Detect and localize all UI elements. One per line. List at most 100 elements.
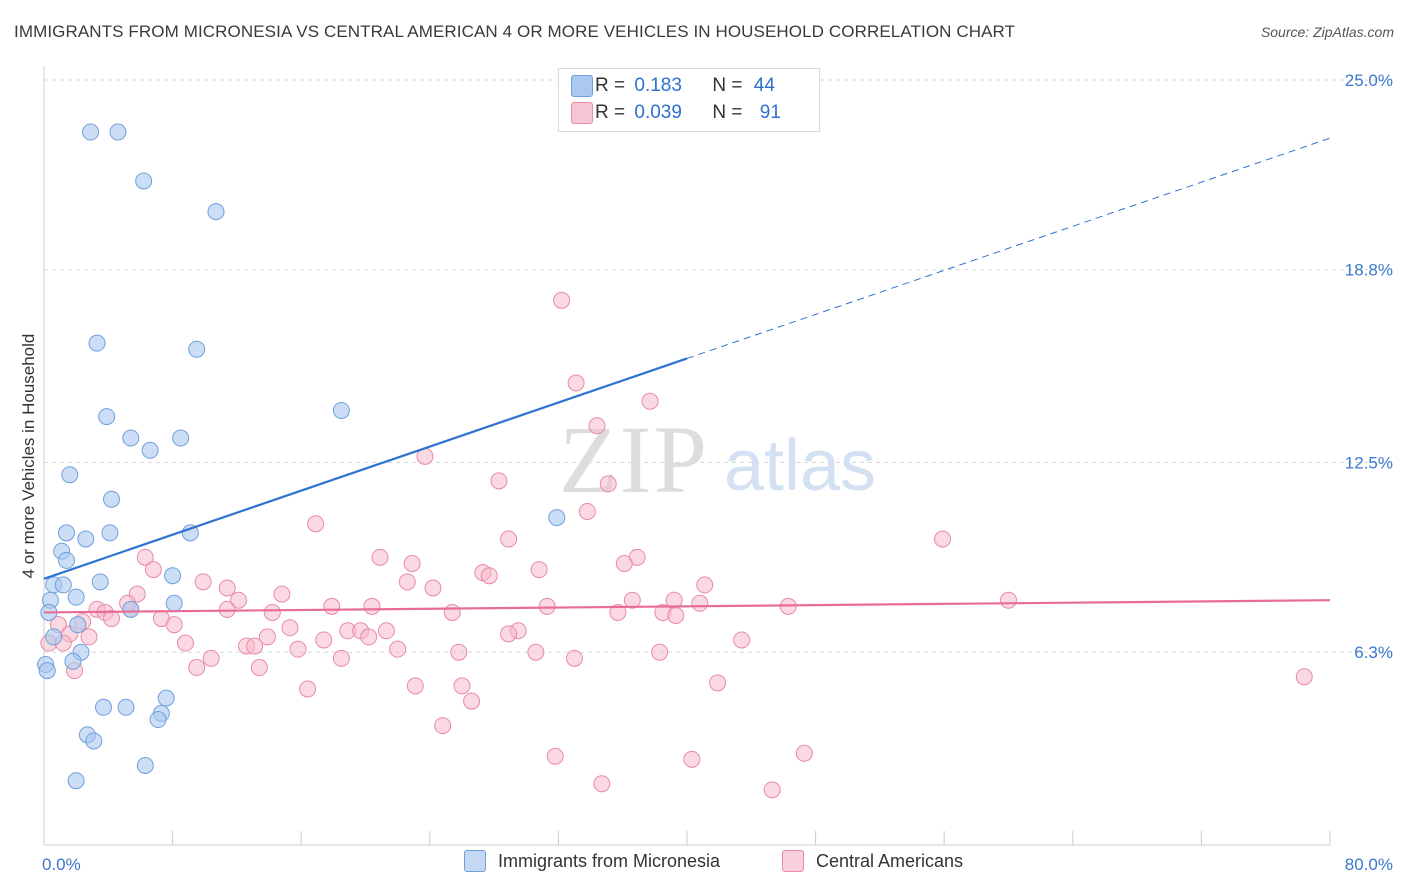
legend-item-central-americans: Central Americans [782,850,963,872]
central-americans-point [332,649,350,667]
legend-label-micronesia: Immigrants from Micronesia [498,850,721,871]
micronesia-point [88,334,106,352]
legend-swatch-pink [571,102,593,124]
series-legend: Immigrants from Micronesia Central Ameri… [0,850,1406,878]
legend-r-label: R = [595,75,631,96]
central-americans-point [623,591,641,609]
central-americans-trend-line [43,599,1331,614]
micronesia-point [58,524,76,542]
central-americans-point [194,573,212,591]
legend-n-value: 91 [759,102,781,123]
correlation-legend: R = 0.183 N = 44 R = 0.039 N = 91 [558,68,820,132]
central-americans-point [651,643,669,661]
central-americans-point [230,591,248,609]
central-americans-point [527,643,545,661]
legend-row-central-americans: R = 0.039 N = 91 [571,100,781,126]
micronesia-point [207,203,225,221]
central-americans-point [398,573,416,591]
y-axis-label: 4 or more Vehicles in Household [19,334,38,579]
micronesia-point [188,340,206,358]
legend-r-value: 0.183 [634,75,682,96]
micronesia-point [54,576,72,594]
micronesia-trend-extension [686,137,1331,359]
central-americans-point [176,634,194,652]
central-americans-point [599,475,617,493]
watermark-atlas: atlas [724,426,876,506]
central-americans-point [103,610,121,628]
central-americans-point [389,640,407,658]
legend-r-value: 0.039 [634,102,682,123]
central-americans-point [615,554,633,572]
grid-lines [44,79,1390,653]
micronesia-point [122,429,140,447]
central-americans-point [1295,668,1313,686]
central-americans-point [696,576,714,594]
micronesia-point [135,172,153,190]
legend-swatch-blue [571,75,593,97]
y-tick-label: 6.3% [1354,643,1393,662]
chart-source: Source: ZipAtlas.com [1260,24,1394,40]
central-americans-point [934,530,952,548]
micronesia-points [37,123,566,790]
micronesia-point [165,594,183,612]
y-tick-label: 18.8% [1345,261,1393,280]
central-americans-point [258,628,276,646]
central-americans-point [371,548,389,566]
central-americans-point [424,579,442,597]
micronesia-point [122,600,140,618]
central-americans-point [377,622,395,640]
central-americans-point [763,781,781,799]
trend-lines [43,137,1331,614]
central-americans-point [363,597,381,615]
central-americans-point [165,616,183,634]
micronesia-point [69,616,87,634]
micronesia-point [109,123,127,141]
chart-title: IMMIGRANTS FROM MICRONESIA VS CENTRAL AM… [14,22,1016,41]
central-americans-point [538,597,556,615]
central-americans-point [578,502,596,520]
watermark-zip: ZIP [559,406,709,513]
central-americans-point [281,619,299,637]
central-americans-point [691,594,709,612]
y-tick-label: 25.0% [1345,71,1393,90]
legend-swatch-pink [782,850,804,872]
central-americans-point [500,530,518,548]
axes [43,66,1331,846]
central-americans-point [360,628,378,646]
central-americans-point [463,692,481,710]
micronesia-point [67,588,85,606]
micronesia-point [67,772,85,790]
legend-n-label: N = [712,75,748,96]
central-americans-point [299,680,317,698]
central-americans-point [273,585,291,603]
central-americans-point [80,628,98,646]
central-americans-point [144,561,162,579]
y-tick-label: 12.5% [1345,454,1393,473]
central-americans-point [250,659,268,677]
central-americans-point [795,744,813,762]
micronesia-point [136,756,154,774]
micronesia-point [58,551,76,569]
micronesia-point [61,466,79,484]
central-americans-points [40,291,1313,799]
central-americans-point [315,631,333,649]
central-americans-point [546,747,564,765]
central-americans-point [307,515,325,533]
tick-labels: 6.3% 12.5% 18.8% 25.0% 0.0% 80.0% [42,71,1393,874]
legend-swatch-blue [464,850,486,872]
central-americans-point [202,649,220,667]
micronesia-point [117,698,135,716]
central-americans-point [218,600,236,618]
central-americans-point [500,625,518,643]
central-americans-point [480,567,498,585]
central-americans-point [1000,591,1017,609]
central-americans-point [609,603,627,621]
central-americans-point [683,750,701,768]
central-americans-point [453,677,471,695]
central-americans-point [593,775,611,793]
micronesia-point [141,441,159,459]
central-americans-point [733,631,751,649]
micronesia-point [82,123,100,141]
legend-n-label: N = [712,102,748,123]
